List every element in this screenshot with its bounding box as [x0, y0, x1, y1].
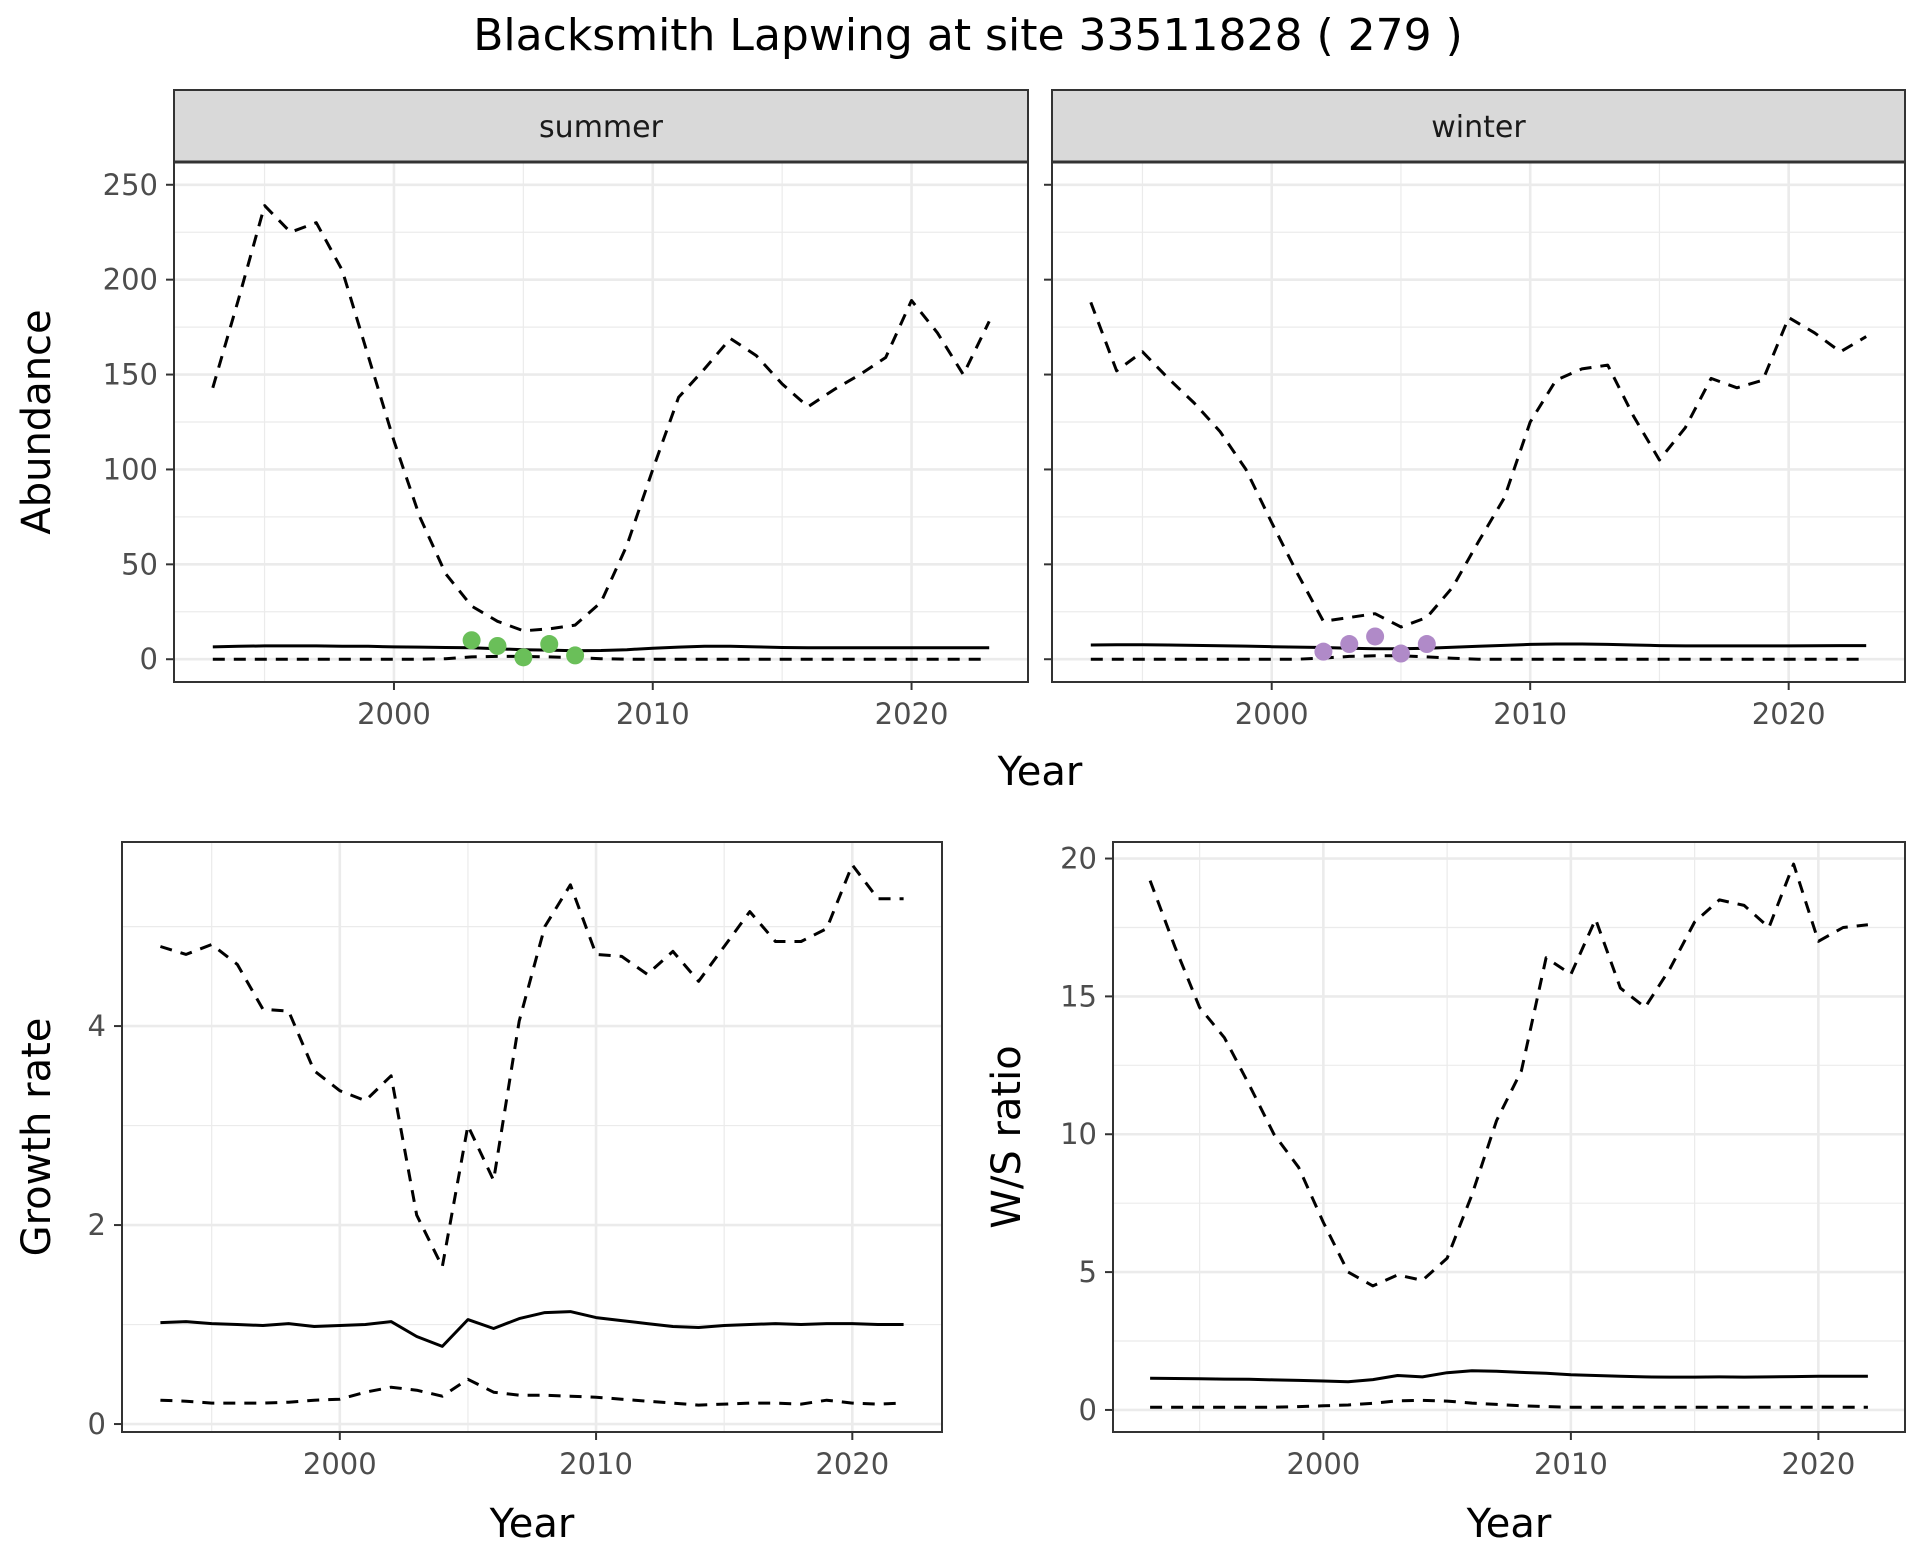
y-tick-label: 20 [1060, 842, 1097, 876]
x-tick-label: 2020 [815, 1447, 889, 1481]
data-point [566, 646, 585, 665]
x-tick-label: 2000 [1286, 1447, 1360, 1481]
panel-ws-ratio: 2000 2010 2020 0 5 10 15 20 Year W/S ratio [984, 841, 1906, 1547]
plot-background [122, 842, 942, 1432]
facet-strip-label: summer [539, 110, 664, 145]
data-point [514, 648, 533, 667]
dashed-series-line-2 [1090, 654, 1867, 661]
y-tick-label: 150 [103, 358, 158, 392]
dashed-series-line-2 [160, 1377, 904, 1407]
y-tick-label: 0 [1079, 1393, 1097, 1427]
x-axis-title: Year [489, 1501, 575, 1547]
data-point [1366, 627, 1385, 646]
y-tick-label: 100 [103, 452, 158, 486]
data-point [1391, 644, 1410, 663]
dashed-series-line-2 [1150, 1398, 1868, 1409]
x-tick-label: 2000 [303, 1447, 377, 1481]
data-point [540, 635, 559, 654]
solid-series-line-1 [1150, 1369, 1868, 1384]
y-tick-label: 0 [88, 1407, 106, 1441]
panel-winter-abundance: winter 2000 2010 2020 [1044, 89, 1906, 731]
dashed-series-line-0 [1148, 862, 1869, 1288]
y-axis-title: W/S ratio [984, 1045, 1030, 1228]
dashed-series-line-0 [1089, 301, 1867, 629]
data-point [488, 636, 507, 655]
x-tick-label: 2010 [559, 1447, 633, 1481]
data-point [462, 631, 481, 650]
x-tick-label: 2020 [1781, 1447, 1855, 1481]
y-tick-label: 200 [103, 263, 158, 297]
facet-strip [1051, 89, 1906, 163]
y-tick-label: 50 [121, 547, 158, 581]
facet-strip-label: winter [1431, 110, 1526, 145]
x-axis-title: Year [1466, 1501, 1552, 1547]
x-tick-label: 2010 [616, 697, 690, 731]
y-tick-label: 10 [1060, 1117, 1097, 1151]
panel-growth-rate: 2000 2010 2020 0 2 4 Year Growth rate [14, 841, 943, 1547]
x-tick-label: 2020 [875, 697, 949, 731]
top-x-axis-title: Year [997, 749, 1083, 795]
y-tick-label: 15 [1060, 979, 1097, 1013]
y-tick-label: 5 [1079, 1255, 1097, 1289]
panel-summer-abundance: summer 2000 2010 2020 0 50 100 150 200 250 Abundan… [14, 89, 1029, 731]
solid-series-line-1 [212, 644, 990, 653]
data-point [1417, 635, 1436, 654]
y-tick-label: 2 [88, 1208, 106, 1242]
panel-border [1112, 841, 1906, 1433]
x-tick-label: 2000 [1235, 697, 1309, 731]
y-tick-label: 4 [88, 1009, 106, 1043]
data-point [1340, 635, 1359, 654]
dashed-series-line-0 [159, 863, 904, 1269]
panel-border [121, 841, 943, 1433]
facet-strip [173, 89, 1029, 163]
dashed-series-line-2 [212, 654, 990, 661]
y-axis-title: Abundance [14, 309, 60, 534]
solid-series-line-1 [160, 1310, 904, 1348]
chart-title: Blacksmith Lapwing at site 33511828 ( 27… [473, 10, 1462, 61]
y-tick-label: 0 [140, 642, 158, 676]
x-tick-label: 2000 [357, 697, 431, 731]
y-axis-title: Growth rate [14, 1018, 60, 1257]
x-tick-label: 2020 [1752, 697, 1826, 731]
data-point [1314, 642, 1333, 661]
x-tick-label: 2010 [1493, 697, 1567, 731]
solid-series-line-1 [1090, 642, 1867, 651]
plot-background [1113, 842, 1905, 1432]
y-tick-label: 250 [103, 168, 158, 202]
x-tick-label: 2010 [1534, 1447, 1608, 1481]
